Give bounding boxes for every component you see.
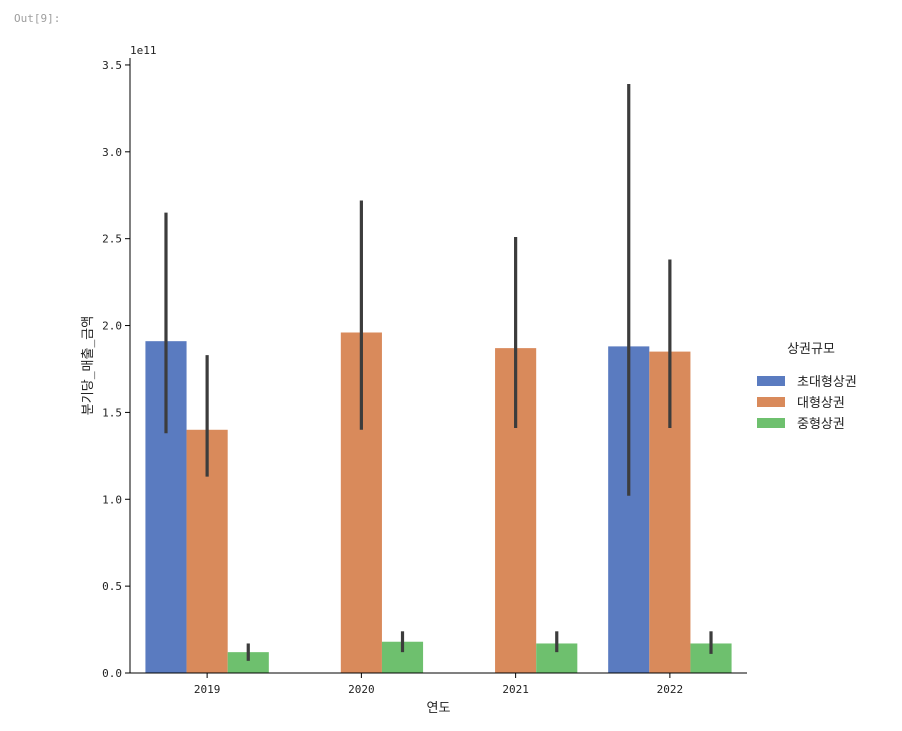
y-axis-label: 분기당_매출_금액 [81,316,96,415]
plot-area [145,84,732,673]
legend-label-0: 초대형상권 [797,375,857,390]
x-tick-label: 2022 [657,683,684,696]
y-tick-label: 3.0 [102,146,122,159]
legend-swatch-1 [757,397,785,407]
legend-title: 상권규모 [787,342,835,357]
output-prompt: Out[9]: [14,12,61,25]
x-axis-label: 연도 [427,701,451,716]
y-tick-label: 1.0 [102,493,122,506]
y-tick-label: 1.5 [102,406,122,419]
y-tick-label: 0.5 [102,580,122,593]
y-tick-label: 0.0 [102,667,122,680]
y-tick-label: 2.5 [102,233,122,246]
x-tick-label: 2019 [194,683,221,696]
legend-label-2: 중형상권 [797,417,845,432]
legend-label-1: 대형상권 [797,396,845,411]
bar-2019-series-2 [227,652,269,673]
x-tick-label: 2020 [348,683,375,696]
legend-swatch-0 [757,376,785,386]
y-tick-label: 3.5 [102,59,122,72]
y-scale-multiplier: 1e11 [130,44,157,57]
y-tick-label: 2.0 [102,320,122,333]
x-tick-label: 2021 [502,683,529,696]
axes: 0.0 0.5 1.0 1.5 2.0 2.5 3.0 3.5 1e11 2019 2020 2021… [81,44,747,716]
legend-swatch-2 [757,418,785,428]
